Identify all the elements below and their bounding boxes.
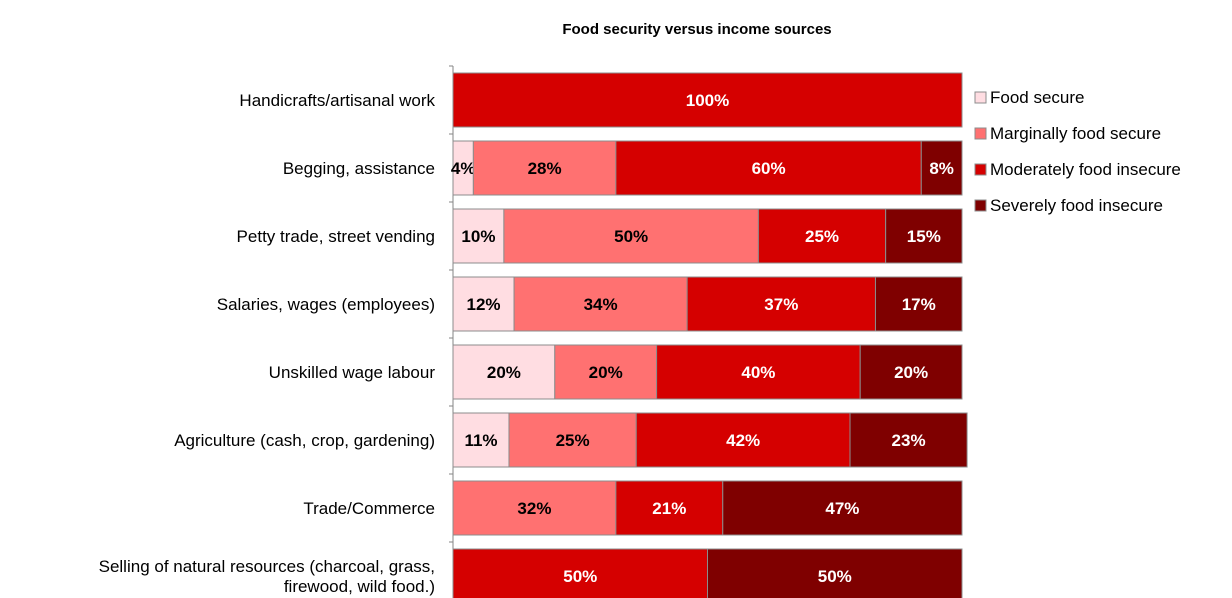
category-label: Trade/Commerce xyxy=(303,499,435,518)
bar-segment xyxy=(472,140,617,196)
bar-value-label: 60% xyxy=(752,159,786,178)
bar-segment xyxy=(874,276,963,332)
category-label: Salaries, wages (employees) xyxy=(217,295,435,314)
bars: 100% 4% 28% 60% 8% 10% 50% 25% 15% 12% 34% 37% 17% 20… xyxy=(451,72,968,598)
category-label-line: Salaries, wages (employees) xyxy=(217,295,435,314)
bar-segment xyxy=(859,344,963,400)
bar-segment xyxy=(920,140,963,196)
category-label-line: Trade/Commerce xyxy=(303,499,435,518)
legend-label: Moderately food insecure xyxy=(990,160,1181,179)
legend-swatch xyxy=(974,127,987,140)
category-label: Agriculture (cash, crop, gardening) xyxy=(174,431,435,450)
bar-value-label: 10% xyxy=(461,227,495,246)
bar-value-label: 47% xyxy=(825,499,859,518)
bar-segment xyxy=(686,276,876,332)
category-labels: Handicrafts/artisanal work Begging, assis… xyxy=(99,91,436,596)
bar-value-label: 40% xyxy=(741,363,775,382)
bar-value-label: 25% xyxy=(805,227,839,246)
bar-segment xyxy=(554,344,658,400)
bar-segment xyxy=(885,208,963,264)
category-label: Handicrafts/artisanal work xyxy=(239,91,435,110)
legend: Food secure Marginally food secure Moderat… xyxy=(974,88,1181,215)
chart-title: Food security versus income sources xyxy=(562,21,831,38)
legend-swatch xyxy=(974,91,987,104)
bar-segment xyxy=(849,412,968,468)
bar-segment xyxy=(513,276,688,332)
bar-segment xyxy=(452,276,515,332)
bar-value-label: 20% xyxy=(589,363,623,382)
bar-value-label: 20% xyxy=(894,363,928,382)
bar-value-label: 50% xyxy=(614,227,648,246)
category-label-line: firewood, wild food.) xyxy=(284,577,435,596)
bar-value-label: 15% xyxy=(907,227,941,246)
category-label-line: Agriculture (cash, crop, gardening) xyxy=(174,431,435,450)
bar-segment xyxy=(615,480,724,536)
bar-value-label: 4% xyxy=(451,159,476,178)
bar-segment xyxy=(452,208,505,264)
category-label: Selling of natural resources (charcoal, … xyxy=(99,557,435,596)
legend-label: Food secure xyxy=(990,88,1085,107)
category-label: Unskilled wage labour xyxy=(269,363,436,382)
bar-value-label: 12% xyxy=(467,295,501,314)
bar-value-label: 8% xyxy=(929,159,954,178)
bar-value-label: 25% xyxy=(556,431,590,450)
bar-segment xyxy=(452,412,510,468)
bar-segment xyxy=(722,480,963,536)
bar-segment xyxy=(656,344,861,400)
category-label-line: Selling of natural resources (charcoal, … xyxy=(99,557,435,576)
bar-segment xyxy=(452,344,556,400)
bar-value-label: 42% xyxy=(726,431,760,450)
category-label-line: Petty trade, street vending xyxy=(237,227,435,246)
bar-value-label: 20% xyxy=(487,363,521,382)
legend-label: Marginally food secure xyxy=(990,124,1161,143)
legend-swatch xyxy=(974,199,987,212)
bar-value-label: 17% xyxy=(902,295,936,314)
category-label-line: Unskilled wage labour xyxy=(269,363,436,382)
bar-value-label: 23% xyxy=(892,431,926,450)
bar-value-label: 100% xyxy=(686,91,729,110)
bar-value-label: 11% xyxy=(464,431,497,450)
bar-segment xyxy=(615,140,922,196)
legend-swatch xyxy=(974,163,987,176)
legend-label: Severely food insecure xyxy=(990,196,1163,215)
bar-segment xyxy=(508,412,637,468)
category-label-line: Handicrafts/artisanal work xyxy=(239,91,435,110)
bar-segment xyxy=(757,208,887,264)
y-axis xyxy=(449,65,454,598)
category-label-line: Begging, assistance xyxy=(283,159,435,178)
bar-segment xyxy=(503,208,759,264)
bar-segment xyxy=(707,548,963,598)
bar-value-label: 32% xyxy=(517,499,551,518)
bar-value-label: 50% xyxy=(818,567,852,586)
bar-value-label: 37% xyxy=(764,295,798,314)
bar-value-label: 21% xyxy=(652,499,686,518)
bar-value-label: 50% xyxy=(563,567,597,586)
bar-value-label: 28% xyxy=(528,159,562,178)
category-label: Begging, assistance xyxy=(283,159,435,178)
bar-segment xyxy=(452,480,617,536)
category-label: Petty trade, street vending xyxy=(237,227,435,246)
bar-segment xyxy=(452,548,708,598)
bar-segment xyxy=(452,72,963,128)
bar-value-label: 34% xyxy=(584,295,618,314)
